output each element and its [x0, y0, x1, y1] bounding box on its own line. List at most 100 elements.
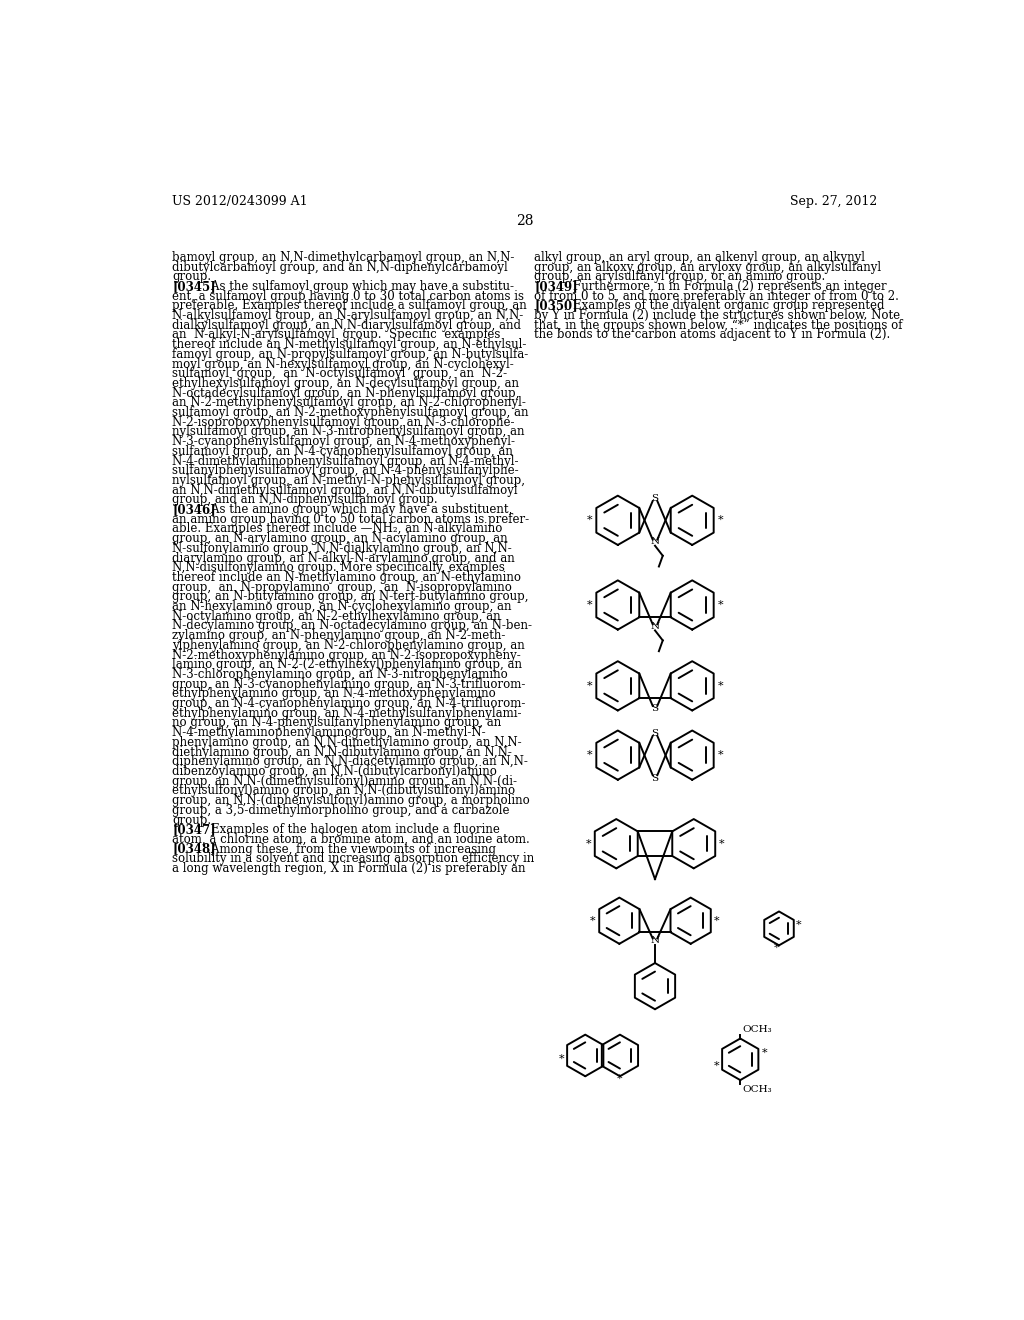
Text: group, an N-arylamino group, an N-acylamino group, an: group, an N-arylamino group, an N-acylam…	[172, 532, 508, 545]
Text: group, and an N,N-diphenylsulfamoyl group.: group, and an N,N-diphenylsulfamoyl grou…	[172, 494, 438, 507]
Text: *: *	[717, 515, 723, 525]
Text: sulfamoyl group, an N-2-methoxyphenylsulfamoyl group, an: sulfamoyl group, an N-2-methoxyphenylsul…	[172, 407, 528, 418]
Text: group, an N-3-cyanophenylamino group, an N-3-trifluorom-: group, an N-3-cyanophenylamino group, an…	[172, 677, 525, 690]
Text: no group, an N-4-phenylsulfanylphenylamino group, an: no group, an N-4-phenylsulfanylphenylami…	[172, 717, 502, 730]
Text: [0348]: [0348]	[172, 842, 216, 855]
Text: moyl group, an N-hexylsulfamoyl group, an N-cyclohexyl-: moyl group, an N-hexylsulfamoyl group, a…	[172, 358, 514, 371]
Text: diphenylamino group, an N,N-diacetylamino group, an N,N-: diphenylamino group, an N,N-diacetylamin…	[172, 755, 528, 768]
Text: atom, a chlorine atom, a bromine atom, and an iodine atom.: atom, a chlorine atom, a bromine atom, a…	[172, 833, 530, 846]
Text: N-2-isopropoxyphenylsulfamoyl group, an N-3-chlorophe-: N-2-isopropoxyphenylsulfamoyl group, an …	[172, 416, 515, 429]
Text: *: *	[586, 838, 591, 849]
Text: that, in the groups shown below, “*” indicates the positions of: that, in the groups shown below, “*” ind…	[535, 318, 902, 331]
Text: *: *	[717, 681, 723, 690]
Text: group, an arylsulfanyl group, or an amino group.: group, an arylsulfanyl group, or an amin…	[535, 271, 825, 284]
Text: an  N-alkyl-N-arylsulfamoyl  group.  Specific  examples: an N-alkyl-N-arylsulfamoyl group. Specif…	[172, 329, 501, 342]
Text: group, an N-4-cyanophenylamino group, an N-4-trifluorom-: group, an N-4-cyanophenylamino group, an…	[172, 697, 525, 710]
Text: *: *	[587, 750, 593, 760]
Text: N: N	[650, 622, 659, 631]
Text: able. Examples thereof include —NH₂, an N-alkylamino: able. Examples thereof include —NH₂, an …	[172, 523, 503, 536]
Text: [0345]: [0345]	[172, 280, 216, 293]
Text: group.: group.	[172, 271, 211, 284]
Text: N-alkylsulfamoyl group, an N-arylsulfamoyl group, an N,N-: N-alkylsulfamoyl group, an N-arylsulfamo…	[172, 309, 523, 322]
Text: *: *	[719, 838, 724, 849]
Text: ent, a sulfamoyl group having 0 to 30 total carbon atoms is: ent, a sulfamoyl group having 0 to 30 to…	[172, 289, 524, 302]
Text: group, an N-butylamino group, an N-tert-butylamino group,: group, an N-butylamino group, an N-tert-…	[172, 590, 528, 603]
Text: S: S	[651, 494, 658, 503]
Text: *: *	[774, 942, 779, 953]
Text: Furthermore, n in Formula (2) represents an integer: Furthermore, n in Formula (2) represents…	[558, 280, 887, 293]
Text: *: *	[590, 916, 596, 925]
Text: famoyl group, an N-propylsulfamoyl group, an N-butylsulfa-: famoyl group, an N-propylsulfamoyl group…	[172, 348, 528, 360]
Text: ethylhexylsulfamoyl group, an N-decylsulfamoyl group, an: ethylhexylsulfamoyl group, an N-decylsul…	[172, 378, 519, 389]
Text: thereof include an N-methylamino group, an N-ethylamino: thereof include an N-methylamino group, …	[172, 572, 521, 583]
Text: S: S	[651, 774, 658, 783]
Text: the bonds to the carbon atoms adjacent to Y in Formula (2).: the bonds to the carbon atoms adjacent t…	[535, 329, 890, 342]
Text: sulfamoyl group, an N-4-cyanophenylsulfamoyl group, an: sulfamoyl group, an N-4-cyanophenylsulfa…	[172, 445, 513, 458]
Text: US 2012/0243099 A1: US 2012/0243099 A1	[172, 195, 308, 209]
Text: sulfanylphenylsulfamoyl group, an N-4-phenylsulfanylphe-: sulfanylphenylsulfamoyl group, an N-4-ph…	[172, 465, 519, 478]
Text: *: *	[762, 1048, 767, 1059]
Text: solubility in a solvent and increasing absorption efficiency in: solubility in a solvent and increasing a…	[172, 853, 535, 866]
Text: group,  an  N-propylamino  group,  an  N-isopropylamino: group, an N-propylamino group, an N-isop…	[172, 581, 512, 594]
Text: [0347]: [0347]	[172, 824, 216, 836]
Text: diethylamino group, an N,N-dibutylamino group, an N,N-: diethylamino group, an N,N-dibutylamino …	[172, 746, 512, 759]
Text: group.: group.	[172, 813, 211, 826]
Text: *: *	[714, 916, 720, 925]
Text: S: S	[651, 705, 658, 713]
Text: *: *	[587, 681, 593, 690]
Text: group, an alkoxy group, an aryloxy group, an alkylsulfanyl: group, an alkoxy group, an aryloxy group…	[535, 260, 882, 273]
Text: N-4-dimethylaminophenylsulfamoyl group, an N-4-methyl-: N-4-dimethylaminophenylsulfamoyl group, …	[172, 454, 519, 467]
Text: OCH₃: OCH₃	[742, 1024, 772, 1034]
Text: nylsulfamoyl group, an N-methyl-N-phenylsulfamoyl group,: nylsulfamoyl group, an N-methyl-N-phenyl…	[172, 474, 525, 487]
Text: lamino group, an N-2-(2-ethylhexyl)phenylamino group, an: lamino group, an N-2-(2-ethylhexyl)pheny…	[172, 659, 522, 672]
Text: group, an N,N-(dimethylsulfonyl)amino group, an N,N-(di-: group, an N,N-(dimethylsulfonyl)amino gr…	[172, 775, 517, 788]
Text: Among these, from the viewpoints of increasing: Among these, from the viewpoints of incr…	[197, 842, 497, 855]
Text: N: N	[650, 936, 659, 945]
Text: N-octadecylsulfamoyl group, an N-phenylsulfamoyl group,: N-octadecylsulfamoyl group, an N-phenyls…	[172, 387, 519, 400]
Text: [0350]: [0350]	[535, 300, 578, 313]
Text: ylphenylamino group, an N-2-chlorophenylamino group, an: ylphenylamino group, an N-2-chlorophenyl…	[172, 639, 525, 652]
Text: S: S	[651, 729, 658, 738]
Text: dibutylcarbamoyl group, and an N,N-diphenylcarbamoyl: dibutylcarbamoyl group, and an N,N-diphe…	[172, 260, 508, 273]
Text: Sep. 27, 2012: Sep. 27, 2012	[791, 195, 878, 209]
Text: ethylsulfonyl)amino group, an N,N-(dibutylsulfonyl)amino: ethylsulfonyl)amino group, an N,N-(dibut…	[172, 784, 515, 797]
Text: N-2-methoxyphenylamino group, an N-2-isopropoxypheny-: N-2-methoxyphenylamino group, an N-2-iso…	[172, 648, 521, 661]
Text: dialkylsulfamoyl group, an N,N-diarylsulfamoyl group, and: dialkylsulfamoyl group, an N,N-diarylsul…	[172, 318, 521, 331]
Text: N-octylamino group, an N-2-ethylhexylamino group, an: N-octylamino group, an N-2-ethylhexylami…	[172, 610, 501, 623]
Text: *: *	[796, 920, 801, 929]
Text: Examples of the halogen atom include a fluorine: Examples of the halogen atom include a f…	[197, 824, 501, 836]
Text: 28: 28	[516, 214, 534, 228]
Text: group, an N,N-(diphenylsulfonyl)amino group, a morpholino: group, an N,N-(diphenylsulfonyl)amino gr…	[172, 795, 530, 807]
Text: ethylphenylamino group, an N-4-methylsulfanylphenylami-: ethylphenylamino group, an N-4-methylsul…	[172, 706, 521, 719]
Text: an N-2-methylphenylsulfamoyl group, an N-2-chlorophenyl-: an N-2-methylphenylsulfamoyl group, an N…	[172, 396, 526, 409]
Text: N-3-cyanophenylsulfamoyl group, an N-4-methoxyphenyl-: N-3-cyanophenylsulfamoyl group, an N-4-m…	[172, 436, 515, 447]
Text: of from 0 to 5, and more preferably an integer of from 0 to 2.: of from 0 to 5, and more preferably an i…	[535, 289, 899, 302]
Text: dibenzoylamino group, an N,N-(dibutylcarbonyl)amino: dibenzoylamino group, an N,N-(dibutylcar…	[172, 766, 497, 777]
Text: N,N-disulfonylamino group. More specifically, examples: N,N-disulfonylamino group. More specific…	[172, 561, 505, 574]
Text: *: *	[587, 601, 593, 610]
Text: *: *	[587, 515, 593, 525]
Text: nylsulfamoyl group, an N-3-nitrophenylsulfamoyl group, an: nylsulfamoyl group, an N-3-nitrophenylsu…	[172, 425, 524, 438]
Text: *: *	[717, 601, 723, 610]
Text: N-4-methylaminophenylaminogroup, an N-methyl-N-: N-4-methylaminophenylaminogroup, an N-me…	[172, 726, 485, 739]
Text: phenylamino group, an N,N-dimethylamino group, an N,N-: phenylamino group, an N,N-dimethylamino …	[172, 737, 522, 748]
Text: [0346]: [0346]	[172, 503, 216, 516]
Text: ethylphenylamino group, an N-4-methoxyphenylamino: ethylphenylamino group, an N-4-methoxyph…	[172, 688, 496, 701]
Text: N-sulfonylamino group, N,N-dialkylamino group, an N,N-: N-sulfonylamino group, N,N-dialkylamino …	[172, 543, 512, 554]
Text: group, a 3,5-dimethylmorpholino group, and a carbazole: group, a 3,5-dimethylmorpholino group, a…	[172, 804, 510, 817]
Text: N-decylamino group, an N-octadecylamino group, an N-ben-: N-decylamino group, an N-octadecylamino …	[172, 619, 532, 632]
Text: bamoyl group, an N,N-dimethylcarbamoyl group, an N,N-: bamoyl group, an N,N-dimethylcarbamoyl g…	[172, 251, 514, 264]
Text: diarylamino group, an N-alkyl-N-arylamino group, and an: diarylamino group, an N-alkyl-N-arylamin…	[172, 552, 515, 565]
Text: [0349]: [0349]	[535, 280, 578, 293]
Text: alkyl group, an aryl group, an alkenyl group, an alkynyl: alkyl group, an aryl group, an alkenyl g…	[535, 251, 865, 264]
Text: zylamino group, an N-phenylamino group, an N-2-meth-: zylamino group, an N-phenylamino group, …	[172, 630, 506, 642]
Text: an N-hexylamino group, an N-cyclohexylamino group, an: an N-hexylamino group, an N-cyclohexylam…	[172, 601, 512, 612]
Text: *: *	[558, 1053, 564, 1064]
Text: As the sulfamoyl group which may have a substitu-: As the sulfamoyl group which may have a …	[197, 280, 514, 293]
Text: thereof include an N-methylsulfamoyl group, an N-ethylsul-: thereof include an N-methylsulfamoyl gro…	[172, 338, 526, 351]
Text: *: *	[617, 1074, 623, 1084]
Text: As the amino group which may have a substituent,: As the amino group which may have a subs…	[197, 503, 513, 516]
Text: preferable. Examples thereof include a sulfamoyl group, an: preferable. Examples thereof include a s…	[172, 300, 527, 313]
Text: *: *	[717, 750, 723, 760]
Text: a long wavelength region, X in Formula (2) is preferably an: a long wavelength region, X in Formula (…	[172, 862, 525, 875]
